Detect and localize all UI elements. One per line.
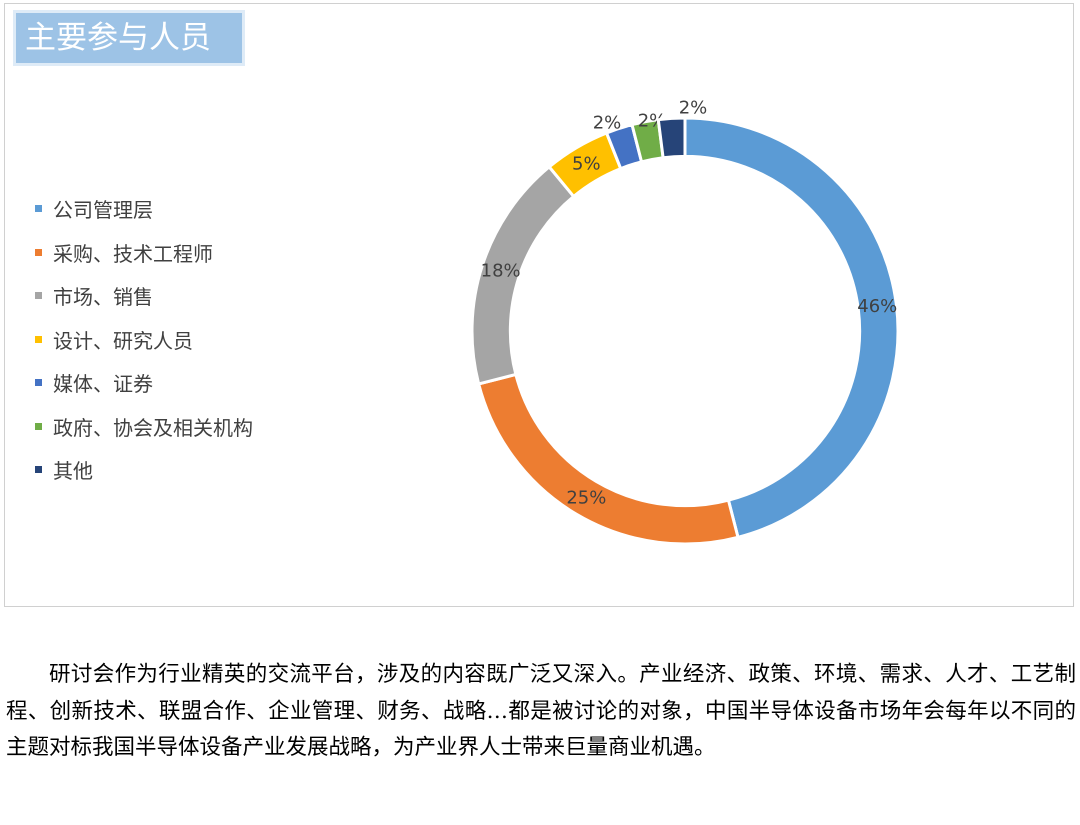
chart-frame: 主要参与人员 公司管理层采购、技术工程师 市场、销售设计、研究人员 媒体、证券政府、… [4, 3, 1074, 607]
chart-title: 主要参与人员 [13, 10, 245, 66]
legend-label: 政府、协会及相关机构 [53, 415, 253, 440]
legend-item: 设计、研究人员 [35, 318, 253, 362]
slice-data-label: 5% [572, 154, 601, 175]
legend-item: 公司管理层 [35, 187, 253, 231]
legend-item: 采购、技术工程师 [35, 231, 253, 275]
slice-data-label: 2% [679, 98, 708, 119]
legend-swatch [35, 422, 42, 430]
legend-label: 媒体、证券 [53, 372, 153, 397]
legend-label: 公司管理层 [53, 198, 153, 223]
legend-swatch [35, 248, 42, 256]
donut-chart: 46%25%18%5%2% 2%2% [470, 98, 900, 546]
legend-swatch [35, 205, 42, 213]
legend-item: 市场、销售 [35, 274, 253, 318]
legend-swatch [35, 379, 42, 387]
slice-data-label: 25% [566, 487, 606, 508]
legend-label: 设计、研究人员 [53, 328, 193, 353]
legend-label: 采购、技术工程师 [53, 241, 213, 266]
legend-label: 市场、销售 [53, 285, 153, 310]
donut-slice [476, 372, 740, 546]
slice-data-label: 18% [481, 261, 521, 282]
legend-swatch [35, 466, 42, 474]
slice-data-label: 46% [857, 296, 897, 317]
slice-data-label: 2% [593, 113, 622, 134]
chart-legend: 公司管理层采购、技术工程师 市场、销售设计、研究人员 媒体、证券政府、协会及相关机构… [35, 187, 253, 492]
legend-item: 政府、协会及相关机构 [35, 405, 253, 449]
legend-swatch [35, 292, 42, 300]
donut-slice [683, 116, 900, 540]
donut-slice [656, 116, 687, 160]
legend-item: 媒体、证券 [35, 361, 253, 405]
body-paragraph: 研讨会作为行业精英的交流平台，涉及的内容既广泛又深入。产业经济、政策、环境、需求… [6, 662, 1076, 760]
legend-item: 其他 [35, 448, 253, 492]
legend-swatch [35, 335, 42, 343]
legend-label: 其他 [53, 459, 93, 484]
